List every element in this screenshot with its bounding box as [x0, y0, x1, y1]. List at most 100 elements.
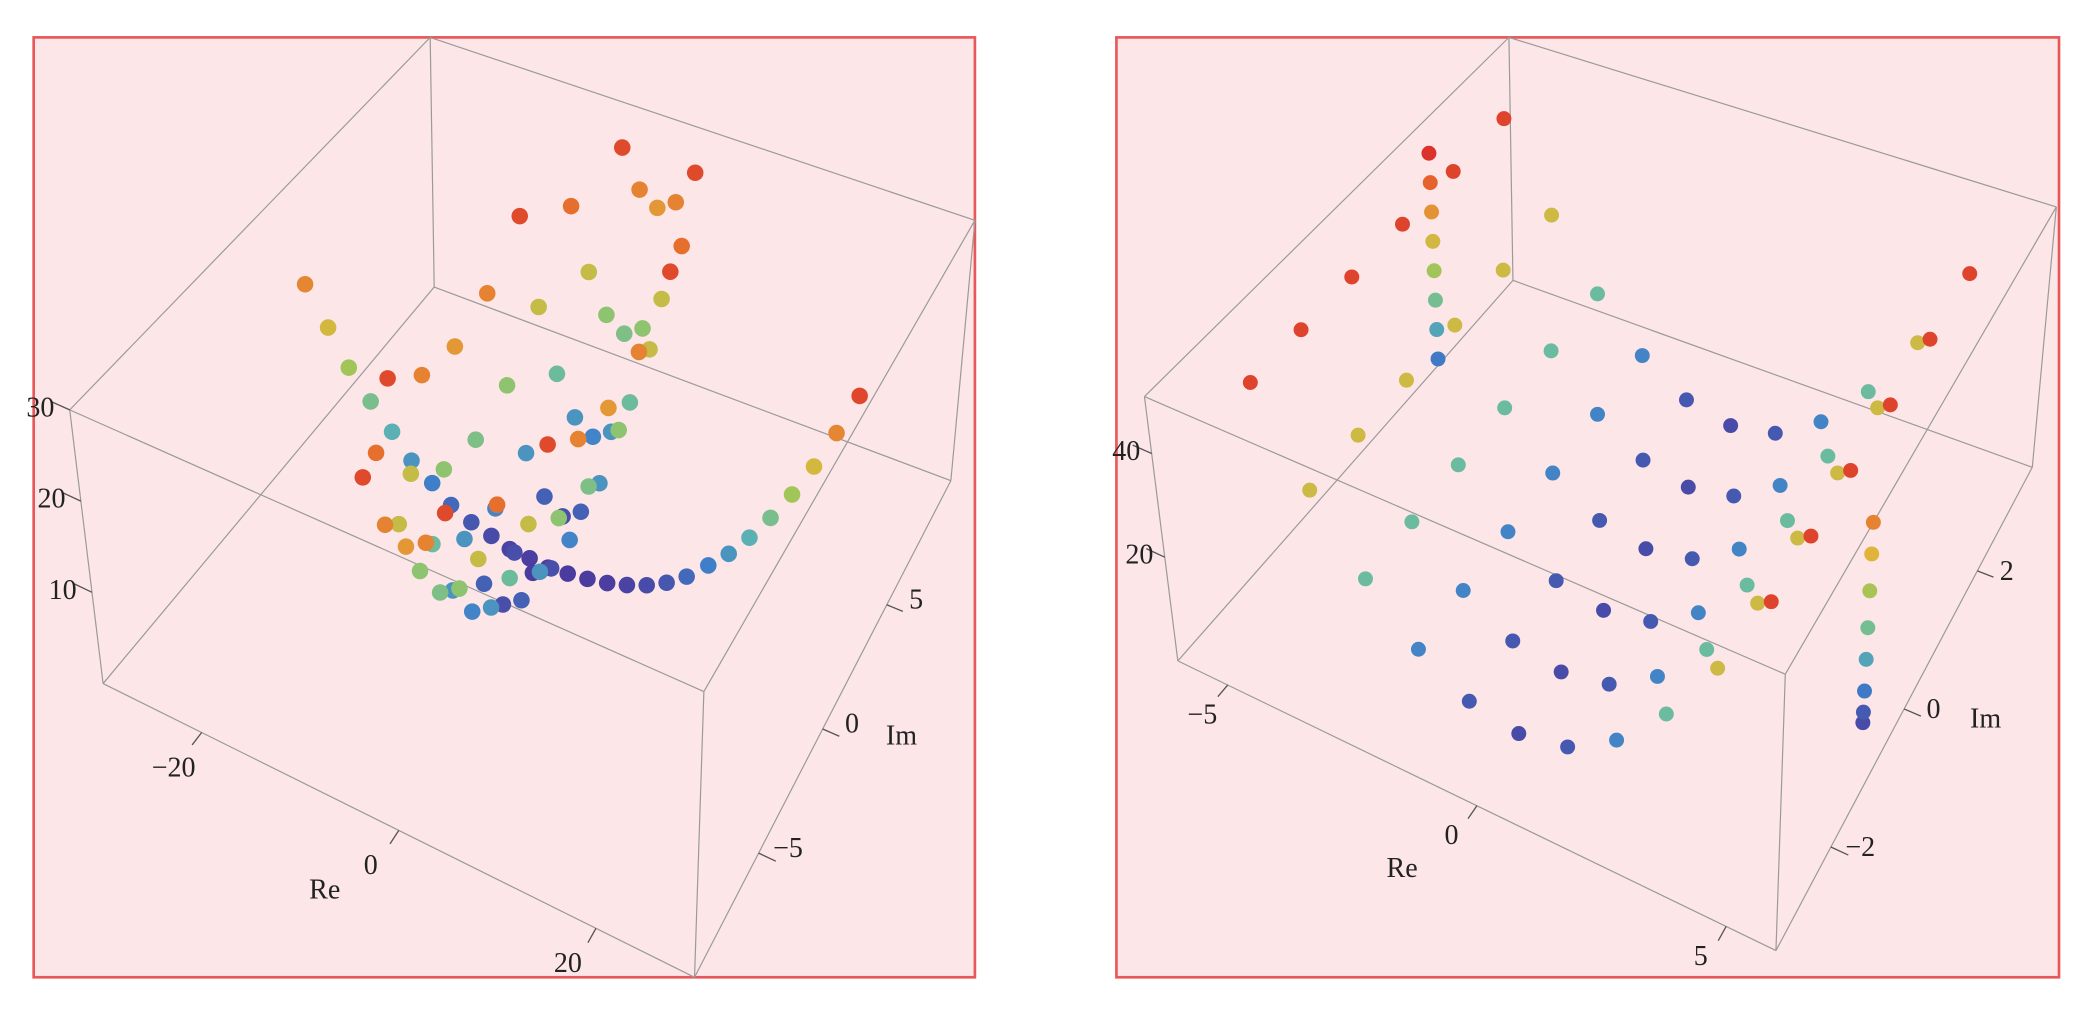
- point: [498, 377, 516, 394]
- point: [520, 515, 537, 533]
- box-edge: [2031, 206, 2057, 468]
- z-tick-label: 20: [1125, 540, 1153, 571]
- point: [1635, 452, 1651, 468]
- box-edge: [1177, 279, 1514, 662]
- point: [720, 545, 737, 563]
- point: [569, 430, 587, 448]
- y-tick: [886, 604, 904, 612]
- point: [1545, 465, 1561, 481]
- point: [678, 568, 695, 585]
- point: [1495, 262, 1511, 278]
- point: [1548, 573, 1564, 589]
- x-tick-label: −5: [1187, 699, 1217, 730]
- point: [367, 444, 385, 462]
- point: [475, 575, 493, 593]
- box-edge: [102, 286, 435, 684]
- point: [1500, 524, 1516, 540]
- point: [1857, 683, 1872, 699]
- point: [580, 478, 597, 495]
- point: [536, 488, 553, 505]
- x-tick: [1717, 926, 1727, 942]
- y-tick-label: 0: [845, 709, 859, 740]
- y-tick: [758, 852, 777, 862]
- x-tick: [389, 830, 400, 845]
- point: [482, 599, 500, 616]
- point: [1860, 384, 1876, 400]
- point: [1455, 583, 1471, 598]
- point: [1410, 641, 1426, 657]
- point: [478, 285, 496, 302]
- point: [700, 557, 717, 574]
- z-tick: [61, 491, 82, 502]
- point: [1679, 392, 1694, 408]
- point: [1350, 427, 1366, 443]
- point: [1864, 546, 1880, 562]
- point: [559, 565, 576, 582]
- point: [579, 570, 596, 588]
- point: [451, 580, 468, 597]
- point: [580, 263, 598, 281]
- point: [1680, 479, 1696, 495]
- box-edge: [1143, 396, 1179, 661]
- y-tick-label: −2: [1845, 832, 1875, 863]
- point: [613, 139, 631, 156]
- y-tick-label: −5: [773, 833, 803, 864]
- x-tick-label: 20: [554, 948, 582, 979]
- point: [618, 576, 636, 594]
- point: [383, 423, 401, 441]
- box-edge: [69, 409, 104, 684]
- point: [1803, 528, 1819, 544]
- z-tick: [50, 400, 70, 411]
- y-axis-label: Im: [886, 721, 917, 752]
- point: [1505, 633, 1521, 649]
- point: [456, 530, 473, 548]
- point: [1843, 462, 1859, 478]
- x-tick: [191, 732, 203, 746]
- point: [1855, 704, 1871, 720]
- point: [501, 569, 518, 587]
- point: [1404, 514, 1420, 530]
- point: [1496, 111, 1512, 127]
- point: [598, 306, 615, 324]
- point: [446, 338, 464, 355]
- point: [762, 509, 779, 527]
- point: [572, 503, 590, 521]
- point: [531, 563, 549, 581]
- point: [741, 529, 758, 546]
- point: [1590, 286, 1605, 302]
- point: [413, 366, 431, 384]
- point: [1424, 204, 1440, 220]
- point: [1395, 216, 1410, 232]
- point: [1780, 513, 1795, 529]
- point: [506, 544, 523, 561]
- z-tick: [1146, 548, 1166, 558]
- box-edge: [950, 220, 976, 481]
- box-edge: [69, 409, 705, 693]
- panel-frame: [1115, 36, 2061, 979]
- point: [411, 562, 429, 580]
- point: [1870, 400, 1886, 416]
- point: [1445, 163, 1461, 179]
- z-tick-label: 40: [1112, 436, 1140, 467]
- z-tick-label: 20: [37, 484, 65, 515]
- point: [1790, 530, 1806, 546]
- point: [521, 550, 538, 567]
- box-edge: [1144, 395, 1786, 675]
- point: [1638, 541, 1654, 557]
- point: [783, 486, 801, 503]
- point: [1750, 595, 1766, 611]
- point: [319, 319, 337, 336]
- point: [662, 263, 679, 280]
- x-tick: [1467, 805, 1478, 820]
- z-tick-label: 10: [49, 575, 77, 606]
- y-tick: [1903, 708, 1922, 717]
- point: [296, 275, 314, 293]
- box-edge: [1508, 36, 2057, 208]
- y-axis-label: Im: [1970, 703, 2001, 734]
- y-tick: [822, 728, 840, 737]
- point: [584, 428, 602, 446]
- point: [1450, 457, 1466, 473]
- point: [1649, 668, 1665, 684]
